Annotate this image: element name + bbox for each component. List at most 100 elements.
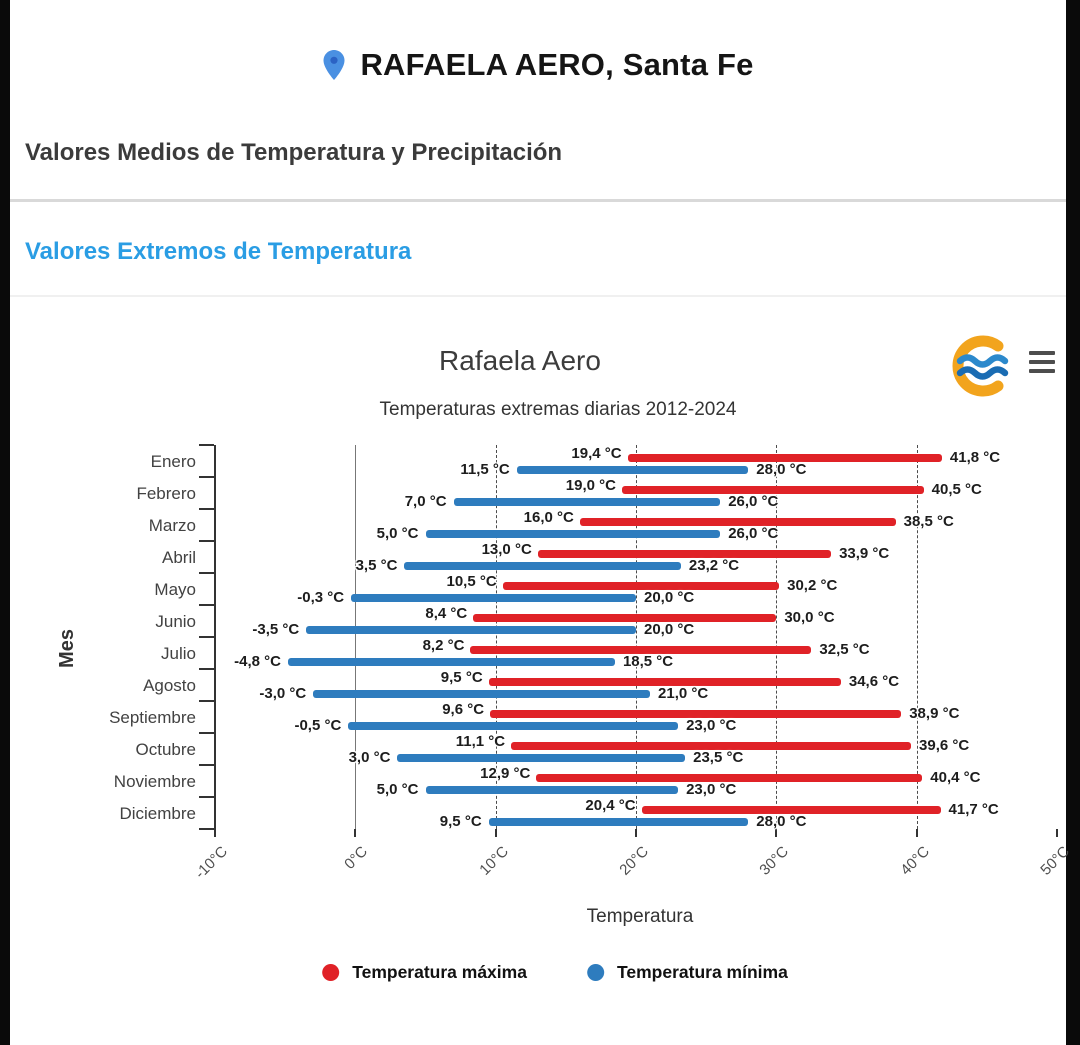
value-label-max-end: 32,5 °C <box>819 641 870 658</box>
value-label-max-start: 9,5 °C <box>440 669 483 686</box>
value-label-min-end: 23,0 °C <box>686 717 737 734</box>
y-axis-tick <box>199 540 214 542</box>
value-label-max-start: 9,6 °C <box>442 701 485 718</box>
location-pin-icon <box>323 50 345 80</box>
bar-max-julio[interactable] <box>470 646 812 654</box>
bar-min-agosto[interactable] <box>313 690 651 698</box>
month-label: Octubre <box>135 740 196 759</box>
month-label: Julio <box>161 644 196 663</box>
bar-min-octubre[interactable] <box>397 754 686 762</box>
page-title: RAFAELA AERO, Santa Fe <box>360 47 754 82</box>
y-axis-tick <box>199 444 214 446</box>
value-label-min-start: 5,0 °C <box>376 781 419 798</box>
x-tick-label: -10°C <box>191 843 232 883</box>
bar-max-junio[interactable] <box>473 614 777 622</box>
sub-divider <box>10 295 1066 297</box>
bar-max-septiembre[interactable] <box>490 710 902 718</box>
month-label: Marzo <box>148 516 196 535</box>
x-axis-tick <box>635 829 637 837</box>
value-label-min-start: 11,5 °C <box>460 461 510 478</box>
left-black-band <box>0 0 10 1045</box>
value-label-min-start: 5,0 °C <box>376 525 419 542</box>
bar-max-noviembre[interactable] <box>536 774 923 782</box>
bar-min-junio[interactable] <box>306 626 636 634</box>
x-tick-label: 10°C <box>475 843 512 879</box>
value-label-min-start: 3,5 °C <box>355 557 398 574</box>
value-label-max-end: 40,5 °C <box>931 481 982 498</box>
month-label: Septiembre <box>109 708 196 727</box>
bar-min-mayo[interactable] <box>351 594 636 602</box>
bar-min-abril[interactable] <box>404 562 681 570</box>
month-label: Abril <box>161 548 196 567</box>
month-label: Febrero <box>136 484 196 503</box>
value-label-min-end: 28,0 °C <box>756 813 807 830</box>
bar-min-marzo[interactable] <box>425 530 721 538</box>
y-axis-tick <box>199 508 214 510</box>
y-axis-tick <box>199 732 214 734</box>
value-label-max-start: 20,4 °C <box>585 797 636 814</box>
month-label: Mayo <box>154 580 196 599</box>
legend-item-min[interactable]: Temperatura mínima <box>586 962 788 983</box>
x-axis-tick <box>354 829 357 837</box>
value-label-min-end: 23,0 °C <box>686 781 737 798</box>
value-label-min-start: 9,5 °C <box>439 813 482 830</box>
bar-min-julio[interactable] <box>287 658 615 666</box>
value-label-min-start: -3,0 °C <box>259 685 307 702</box>
value-label-max-start: 12,9 °C <box>480 765 531 782</box>
y-axis-tick <box>199 828 214 830</box>
bar-min-enero[interactable] <box>516 466 749 474</box>
legend-min-marker <box>586 964 604 981</box>
value-label-min-end: 23,5 °C <box>693 749 744 766</box>
legend-item-max[interactable]: Temperatura máxima <box>322 962 527 983</box>
legend-max-label: Temperatura máxima <box>352 962 527 982</box>
smn-logo[interactable] <box>946 334 1024 398</box>
gridline <box>636 445 637 829</box>
x-axis-tick <box>1056 829 1058 837</box>
chart-legend: Temperatura máxima Temperatura mínima <box>322 962 788 983</box>
value-label-max-end: 30,0 °C <box>784 609 835 626</box>
bar-max-marzo[interactable] <box>579 518 896 526</box>
chart-subtitle: Temperaturas extremas diarias 2012-2024 <box>379 399 737 420</box>
section-divider <box>10 199 1066 202</box>
section-medios-title: Valores Medios de Temperatura y Precipit… <box>25 139 563 166</box>
value-label-min-end: 20,0 °C <box>644 589 695 606</box>
y-axis-tick <box>199 636 214 638</box>
value-label-min-end: 26,0 °C <box>728 525 779 542</box>
month-label: Junio <box>155 612 196 631</box>
y-axis-tick <box>199 796 214 798</box>
month-label: Noviembre <box>113 772 196 791</box>
value-label-min-end: 21,0 °C <box>658 685 709 702</box>
bar-max-febrero[interactable] <box>621 486 924 494</box>
bar-min-febrero[interactable] <box>453 498 721 506</box>
section-extremos-link[interactable]: Valores Extremos de Temperatura <box>25 238 412 265</box>
bar-max-enero[interactable] <box>627 454 942 462</box>
value-label-max-end: 40,4 °C <box>930 769 981 786</box>
bar-max-octubre[interactable] <box>511 742 912 750</box>
gridline <box>916 445 918 829</box>
bar-max-diciembre[interactable] <box>641 806 941 814</box>
bar-min-noviembre[interactable] <box>425 786 679 794</box>
bar-max-agosto[interactable] <box>488 678 841 686</box>
y-axis-tick <box>199 764 214 766</box>
value-label-min-end: 26,0 °C <box>728 493 779 510</box>
value-label-min-start: -0,5 °C <box>294 717 342 734</box>
bar-min-diciembre[interactable] <box>488 818 749 826</box>
value-label-min-end: 20,0 °C <box>644 621 695 638</box>
value-label-max-start: 13,0 °C <box>481 541 532 558</box>
x-tick-label: 30°C <box>756 843 793 879</box>
bar-min-septiembre[interactable] <box>348 722 679 730</box>
x-axis-tick <box>775 829 778 837</box>
chart-menu-icon[interactable] <box>1029 351 1055 373</box>
x-tick-label: 0°C <box>341 843 372 873</box>
value-label-max-end: 38,5 °C <box>903 513 954 530</box>
y-axis-tick <box>199 604 214 606</box>
value-label-max-start: 8,4 °C <box>425 605 468 622</box>
value-label-max-start: 10,5 °C <box>446 573 497 590</box>
gridline <box>776 445 778 829</box>
chart-title: Rafaela Aero <box>439 345 601 376</box>
value-label-max-start: 11,1 °C <box>455 733 506 750</box>
bar-max-abril[interactable] <box>537 550 832 558</box>
month-label: Enero <box>150 452 196 471</box>
value-label-max-end: 41,7 °C <box>948 801 999 818</box>
bar-max-mayo[interactable] <box>502 582 780 590</box>
